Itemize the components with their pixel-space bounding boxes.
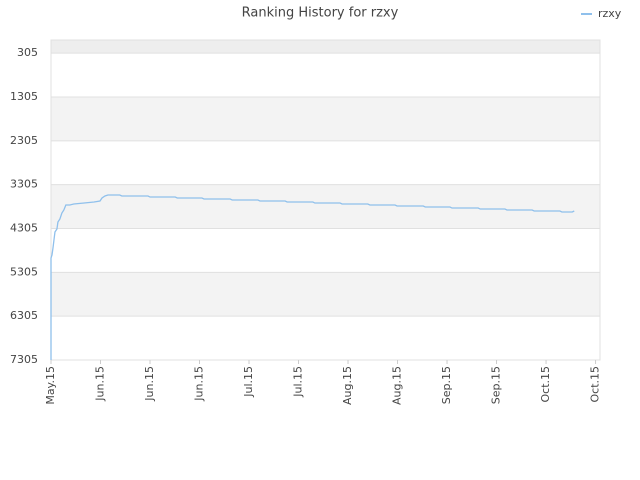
x-tick-label: May.15: [44, 366, 57, 405]
y-tick-label: 305: [17, 46, 38, 59]
band: [51, 184, 600, 229]
y-tick-label: 1305: [10, 90, 38, 103]
y-tick-label: 6305: [10, 309, 38, 322]
chart-title: Ranking History for rzxy: [242, 6, 399, 21]
y-tick-label: 5305: [10, 265, 38, 278]
band: [51, 40, 600, 54]
y-tick-label: 4305: [10, 221, 38, 234]
x-tick-label: Sep.15: [440, 366, 453, 404]
band: [51, 96, 600, 141]
x-tick-label: Aug.15: [391, 366, 404, 405]
x-tick-label: Oct.15: [539, 366, 552, 403]
band: [51, 272, 600, 317]
x-tick-label: Jun.15: [143, 366, 156, 402]
legend-label: rzxy: [598, 7, 622, 20]
x-tick-label: Jun.15: [193, 366, 206, 402]
x-tick-label: Aug.15: [341, 366, 354, 405]
x-tick-label: Sep.15: [490, 366, 503, 404]
plot-border: [50, 39, 601, 361]
y-tick-label: 3305: [10, 178, 38, 191]
x-tick-label: Jul.15: [242, 366, 255, 398]
y-tick-label: 2305: [10, 134, 38, 147]
x-tick-label: Oct.15: [589, 366, 602, 403]
x-tick-label: Jun.15: [94, 366, 107, 402]
x-tick-label: Jul.15: [292, 366, 305, 398]
y-tick-label: 7305: [10, 353, 38, 366]
line: [50, 194, 575, 360]
